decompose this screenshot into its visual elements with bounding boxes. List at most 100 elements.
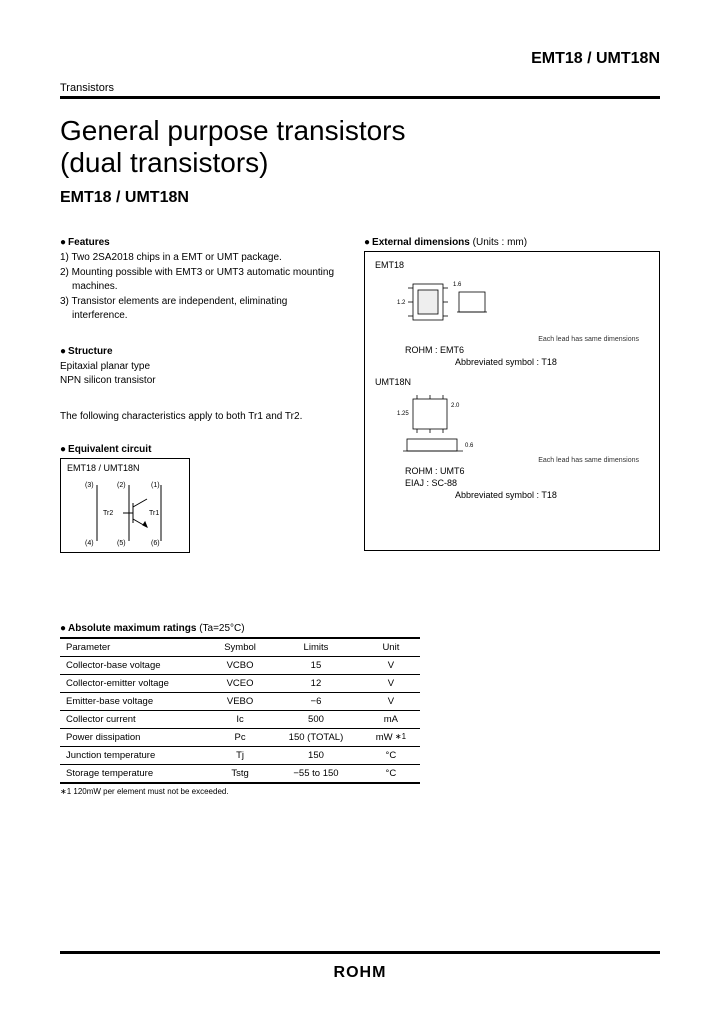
pkg1-rohm: ROHM : EMT6: [405, 345, 649, 355]
ratings-heading-text: Absolute maximum ratings: [68, 623, 196, 634]
content-columns: ●Features 1) Two 2SA2018 chips in a EMT …: [60, 237, 660, 593]
equivalent-circuit-box: EMT18 / UMT18N (3) (2) (1) (4) (5): [60, 458, 190, 553]
feature-item: 3) Transistor elements are independent, …: [60, 295, 340, 324]
pin-6: (6): [151, 540, 160, 547]
table-cell: °C: [362, 764, 420, 783]
structure-line2: NPN silicon transistor: [60, 375, 156, 386]
table-cell: 150: [270, 746, 362, 764]
extdim-units: (Units : mm): [473, 237, 527, 248]
pkg2-leadnote: Each lead has same dimensions: [375, 457, 639, 464]
title-line2: (dual transistors): [60, 147, 269, 178]
left-column: ●Features 1) Two 2SA2018 chips in a EMT …: [60, 237, 340, 593]
rohm-logo: ROHM: [334, 964, 387, 981]
features-list: 1) Two 2SA2018 chips in a EMT or UMT pac…: [60, 251, 340, 324]
table-cell: V: [362, 692, 420, 710]
pkg1-abbr: Abbreviated symbol : T18: [455, 357, 649, 367]
col-limits: Limits: [270, 638, 362, 657]
ratings-footnote: ∗1 120mW per element must not be exceede…: [60, 787, 660, 796]
title-line1: General purpose transistors: [60, 115, 406, 146]
table-cell: Power dissipation: [60, 728, 210, 746]
structure-heading-text: Structure: [68, 346, 112, 357]
pin-4: (4): [85, 540, 94, 547]
dimensions-box: EMT18 1.6 1.2 Each lead has same dimensi…: [364, 251, 660, 551]
equiv-heading: ●Equivalent circuit: [60, 444, 340, 455]
table-row: Storage temperatureTstg−55 to 150°C: [60, 764, 420, 783]
table-row: Collector-base voltageVCBO15V: [60, 656, 420, 674]
svg-text:2.0: 2.0: [451, 403, 460, 409]
table-header-row: Parameter Symbol Limits Unit: [60, 638, 420, 657]
footer-rule: [60, 951, 660, 954]
table-cell: Tstg: [210, 764, 270, 783]
table-cell: Collector-base voltage: [60, 656, 210, 674]
ratings-condition: (Ta=25°C): [199, 623, 244, 634]
table-row: Collector-emitter voltageVCEO12V: [60, 674, 420, 692]
col-symbol: Symbol: [210, 638, 270, 657]
table-cell: Pc: [210, 728, 270, 746]
sub-part-number: EMT18 / UMT18N: [60, 189, 660, 207]
table-cell: 150 (TOTAL): [270, 728, 362, 746]
svg-text:0.6: 0.6: [465, 443, 474, 449]
table-cell: VCBO: [210, 656, 270, 674]
table-cell: VCEO: [210, 674, 270, 692]
extdim-heading: ●External dimensions (Units : mm): [364, 237, 660, 248]
table-row: Junction temperatureTj150°C: [60, 746, 420, 764]
equiv-heading-text: Equivalent circuit: [68, 444, 151, 455]
right-column: ●External dimensions (Units : mm) EMT18 …: [364, 237, 660, 593]
table-cell: Collector-emitter voltage: [60, 674, 210, 692]
structure-line1: Epitaxial planar type: [60, 361, 150, 372]
pkg2-eiaj: EIAJ : SC-88: [405, 478, 649, 488]
pkg1-leadnote: Each lead has same dimensions: [375, 336, 639, 343]
pin-5: (5): [117, 540, 126, 547]
applies-note: The following characteristics apply to b…: [60, 411, 340, 422]
table-cell: Collector current: [60, 710, 210, 728]
features-heading: ●Features: [60, 237, 340, 248]
header-rule: [60, 96, 660, 99]
header-category: Transistors: [60, 82, 660, 94]
pin-1: (1): [151, 482, 160, 489]
table-row: Collector currentIc500mA: [60, 710, 420, 728]
table-cell: 12: [270, 674, 362, 692]
table-row: Power dissipationPc150 (TOTAL)mW ∗1: [60, 728, 420, 746]
col-parameter: Parameter: [60, 638, 210, 657]
ratings-heading: ●Absolute maximum ratings (Ta=25°C): [60, 623, 660, 634]
pkg2-name: UMT18N: [375, 377, 649, 387]
pkg1-name: EMT18: [375, 260, 649, 270]
feature-item: 2) Mounting possible with EMT3 or UMT3 a…: [60, 266, 340, 295]
pin-2: (2): [117, 482, 126, 489]
footnote-ref: ∗1: [393, 732, 406, 741]
feature-item: 1) Two 2SA2018 chips in a EMT or UMT pac…: [60, 251, 340, 266]
circuit-label: EMT18 / UMT18N: [67, 463, 183, 473]
header-part-number: EMT18 / UMT18N: [60, 50, 660, 68]
tr2-label: Tr2: [103, 510, 113, 517]
pkg2-abbr: Abbreviated symbol : T18: [455, 490, 649, 500]
pkg1-drawing: 1.6 1.2: [393, 276, 493, 332]
table-cell: mW ∗1: [362, 728, 420, 746]
table-cell: VEBO: [210, 692, 270, 710]
table-cell: 15: [270, 656, 362, 674]
tr1-label: Tr1: [149, 510, 159, 517]
table-cell: V: [362, 656, 420, 674]
table-cell: Storage temperature: [60, 764, 210, 783]
table-cell: °C: [362, 746, 420, 764]
page-footer: ROHM: [60, 951, 660, 982]
features-heading-text: Features: [68, 237, 110, 248]
svg-text:1.6: 1.6: [453, 282, 462, 288]
table-cell: Tj: [210, 746, 270, 764]
table-cell: Ic: [210, 710, 270, 728]
structure-heading: ●Structure: [60, 346, 340, 357]
svg-text:1.2: 1.2: [397, 300, 406, 306]
svg-text:1.25: 1.25: [397, 411, 409, 417]
table-cell: −55 to 150: [270, 764, 362, 783]
extdim-heading-text: External dimensions: [372, 237, 470, 248]
page-title: General purpose transistors (dual transi…: [60, 115, 660, 179]
pkg2-rohm: ROHM : UMT6: [405, 466, 649, 476]
pin-3: (3): [85, 482, 94, 489]
table-cell: Emitter-base voltage: [60, 692, 210, 710]
ratings-table: Parameter Symbol Limits Unit Collector-b…: [60, 637, 420, 784]
structure-body: Epitaxial planar type NPN silicon transi…: [60, 360, 340, 389]
col-unit: Unit: [362, 638, 420, 657]
table-cell: V: [362, 674, 420, 692]
table-cell: Junction temperature: [60, 746, 210, 764]
table-cell: 500: [270, 710, 362, 728]
table-row: Emitter-base voltageVEBO−6V: [60, 692, 420, 710]
